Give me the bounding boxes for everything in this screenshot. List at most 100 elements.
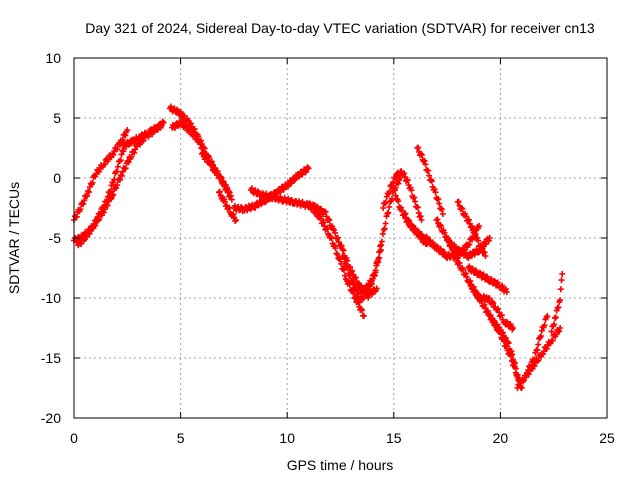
data-point — [392, 192, 399, 199]
data-point — [388, 195, 395, 202]
data-point — [110, 179, 117, 186]
data-point — [326, 217, 333, 224]
data-point — [390, 179, 397, 186]
data-point — [365, 285, 372, 292]
chart-title: Day 321 of 2024, Sidereal Day-to-day VTE… — [85, 20, 595, 36]
data-point — [353, 281, 360, 288]
data-point — [441, 249, 448, 256]
data-point — [378, 241, 385, 248]
data-point — [177, 109, 184, 116]
data-point — [418, 217, 425, 223]
data-point — [84, 193, 91, 200]
data-point — [119, 136, 126, 143]
data-point — [484, 273, 491, 280]
data-point — [352, 274, 359, 281]
data-point — [322, 208, 329, 215]
data-point — [557, 286, 564, 293]
data-point — [428, 178, 435, 185]
data-point — [502, 334, 509, 341]
data-point — [182, 121, 189, 128]
data-series — [380, 168, 425, 223]
data-point — [395, 180, 402, 187]
data-point — [216, 188, 223, 195]
data-point — [341, 258, 348, 265]
data-point — [215, 170, 222, 177]
data-series — [525, 313, 551, 373]
data-point — [512, 365, 519, 372]
data-point — [386, 188, 393, 195]
y-tick-label: 5 — [53, 110, 61, 126]
data-point — [101, 161, 108, 168]
data-point — [421, 157, 428, 164]
data-point — [468, 223, 475, 230]
data-point — [402, 174, 409, 181]
data-point — [486, 313, 493, 319]
data-point — [107, 188, 114, 195]
data-point — [491, 317, 498, 324]
x-tick-label: 25 — [599, 430, 615, 446]
data-point — [356, 299, 363, 306]
data-point — [228, 196, 235, 203]
data-point — [280, 186, 287, 193]
data-point — [196, 137, 203, 144]
y-axis-label: SDTVAR / TECUs — [6, 182, 22, 294]
data-point — [467, 283, 474, 289]
data-point — [436, 200, 443, 207]
data-point — [549, 337, 556, 344]
data-point — [338, 260, 345, 267]
data-point — [382, 199, 389, 206]
data-point — [359, 307, 366, 314]
data-series — [401, 210, 434, 247]
data-point — [96, 216, 103, 223]
data-point — [417, 213, 424, 220]
data-point — [544, 313, 551, 319]
data-point — [116, 176, 123, 183]
data-series — [467, 282, 517, 333]
data-point — [372, 267, 379, 274]
data-point — [117, 157, 124, 164]
data-point — [472, 287, 479, 294]
data-point — [478, 246, 485, 253]
data-point — [395, 198, 402, 205]
data-point — [306, 200, 313, 207]
data-point — [320, 219, 327, 226]
data-series — [198, 149, 235, 203]
data-point — [399, 207, 406, 214]
data-point — [458, 204, 465, 211]
data-point — [160, 119, 167, 126]
data-point — [291, 177, 298, 184]
data-point — [122, 132, 129, 139]
data-point — [339, 246, 346, 253]
data-point — [292, 176, 299, 183]
data-point — [360, 313, 367, 319]
data-point — [113, 185, 120, 192]
x-tick-label: 10 — [279, 430, 295, 446]
data-point — [444, 236, 451, 243]
data-point — [373, 285, 380, 292]
data-point — [486, 235, 493, 241]
data-point — [136, 141, 143, 148]
data-point — [502, 286, 509, 293]
data-point — [382, 220, 389, 227]
data-point — [435, 196, 442, 203]
data-point — [128, 140, 135, 147]
data-series — [465, 263, 510, 295]
data-point — [509, 351, 516, 358]
data-point — [217, 174, 224, 181]
data-point — [96, 168, 103, 175]
data-point — [199, 149, 206, 156]
data-point — [232, 217, 239, 224]
data-point — [557, 325, 564, 331]
data-point — [285, 183, 292, 190]
data-point — [118, 151, 125, 158]
data-point — [128, 153, 135, 160]
data-point — [376, 249, 383, 256]
data-point — [555, 304, 562, 311]
data-point — [318, 205, 325, 212]
data-point — [378, 238, 385, 245]
data-point — [325, 216, 332, 223]
data-point — [317, 215, 324, 222]
data-point — [224, 185, 231, 192]
data-point — [508, 348, 515, 355]
